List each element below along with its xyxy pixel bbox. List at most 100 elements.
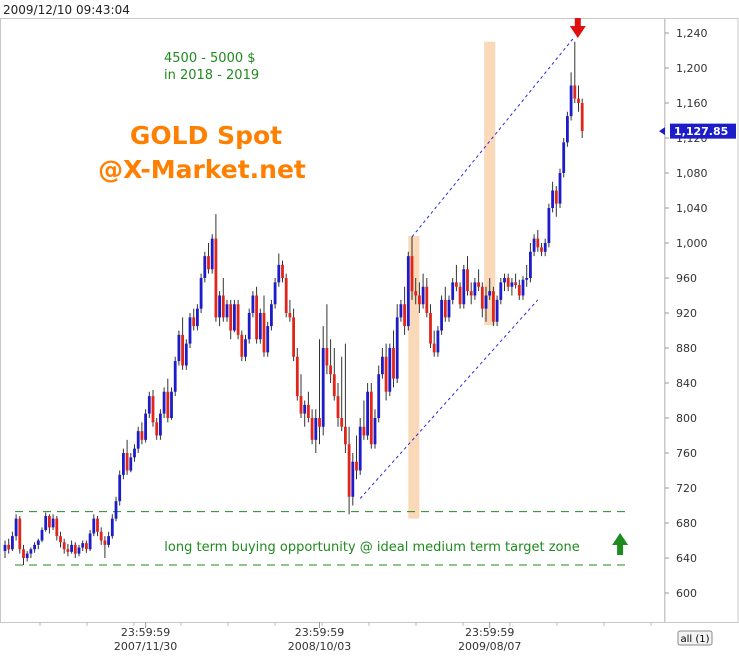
axis-panel <box>664 18 739 623</box>
candle-body-up <box>44 516 48 530</box>
candle <box>92 514 96 537</box>
candle <box>207 243 210 274</box>
candle <box>540 243 543 257</box>
x-tick-time-label: 23:59:59 <box>465 626 514 639</box>
candle-body-up <box>436 330 440 353</box>
candle-body-down <box>192 317 196 327</box>
candle <box>210 234 214 274</box>
candle <box>18 516 22 554</box>
candle-body-down <box>140 431 144 440</box>
candle <box>244 334 247 362</box>
candle-body-up <box>144 413 147 440</box>
candle-body-up <box>40 530 44 541</box>
candle-body-down <box>580 103 584 131</box>
candle <box>399 299 403 322</box>
candle <box>281 260 284 283</box>
candle <box>521 276 525 300</box>
candle-body-down <box>492 291 495 322</box>
candle-body-up <box>551 190 554 208</box>
candle-body-up <box>277 264 281 283</box>
candle-body-up <box>170 391 173 418</box>
candle <box>229 299 233 340</box>
candle <box>503 273 506 292</box>
candle <box>529 243 532 283</box>
candle <box>451 278 455 305</box>
candle-body-up <box>503 278 506 283</box>
candle-body-down <box>414 291 418 296</box>
candle <box>492 286 495 327</box>
candle <box>288 299 292 322</box>
candle-body-up <box>133 448 136 458</box>
candle-body-down <box>295 356 299 397</box>
x-tick-date-label: 2009/08/07 <box>458 640 521 653</box>
candle <box>384 343 388 401</box>
candle <box>299 374 303 418</box>
candle-body-down <box>240 334 244 357</box>
candle <box>462 264 466 309</box>
candle <box>406 251 410 331</box>
candle <box>62 538 66 554</box>
candle-body-up <box>377 374 381 418</box>
last-price-label: 1,127.85 <box>674 125 728 138</box>
candle-body-up <box>358 426 362 471</box>
candle <box>310 409 314 445</box>
candle-body-up <box>70 544 73 552</box>
candle-body-up <box>14 518 18 537</box>
candle-body-down <box>229 304 233 331</box>
candle-body-down <box>207 256 210 270</box>
candle-body-up <box>162 391 166 414</box>
candle <box>25 551 29 562</box>
candle-body-up <box>399 304 403 318</box>
candle-body-up <box>562 142 566 173</box>
channel-lower-line <box>359 299 539 499</box>
candle <box>347 426 351 515</box>
candle <box>421 273 425 309</box>
candle-body-up <box>136 431 140 449</box>
candle <box>488 278 492 300</box>
candle <box>81 540 85 551</box>
candle <box>373 409 377 449</box>
candle-body-up <box>484 295 488 309</box>
candle <box>469 282 473 305</box>
candle <box>170 387 173 420</box>
candle-body-down <box>18 518 22 550</box>
candle <box>55 516 59 541</box>
all-button[interactable]: all (1) <box>677 630 713 646</box>
candle-body-down <box>506 278 510 287</box>
candle <box>295 348 299 401</box>
candle <box>270 299 273 331</box>
chart-title-line-1: GOLD Spot <box>130 121 282 150</box>
candle <box>543 238 547 257</box>
candle-body-up <box>462 269 466 305</box>
candle-body-down <box>236 304 240 335</box>
candle-body-up <box>366 391 369 436</box>
candle <box>506 273 510 292</box>
candle <box>381 348 384 379</box>
candle <box>395 304 399 383</box>
candle <box>262 295 266 357</box>
y-tick-label: 880 <box>676 342 697 355</box>
channel-upper-line <box>411 36 576 238</box>
candle <box>44 512 48 532</box>
candle-body-down <box>288 313 292 318</box>
candle-body-down <box>292 317 295 357</box>
buy-up-arrow-icon <box>612 533 629 555</box>
candle-body-up <box>451 282 455 300</box>
trend-channel <box>359 36 576 499</box>
candle-body-up <box>92 518 96 534</box>
candle-body-up <box>273 282 277 305</box>
y-tick-label: 720 <box>676 482 697 495</box>
candle-body-up <box>25 553 29 558</box>
candle <box>99 527 103 545</box>
candle-body-up <box>147 396 151 414</box>
candle-body-up <box>510 282 514 287</box>
candle <box>558 168 562 208</box>
candle <box>181 317 184 370</box>
candle <box>432 330 436 357</box>
candle <box>292 308 295 362</box>
y-axis: 600 640 680 720 760 800 840 880 920 960 1,000 1,040… <box>665 27 708 600</box>
candle <box>88 530 92 551</box>
candle <box>329 339 332 383</box>
candle <box>514 273 517 289</box>
candle-body-down <box>369 391 373 445</box>
